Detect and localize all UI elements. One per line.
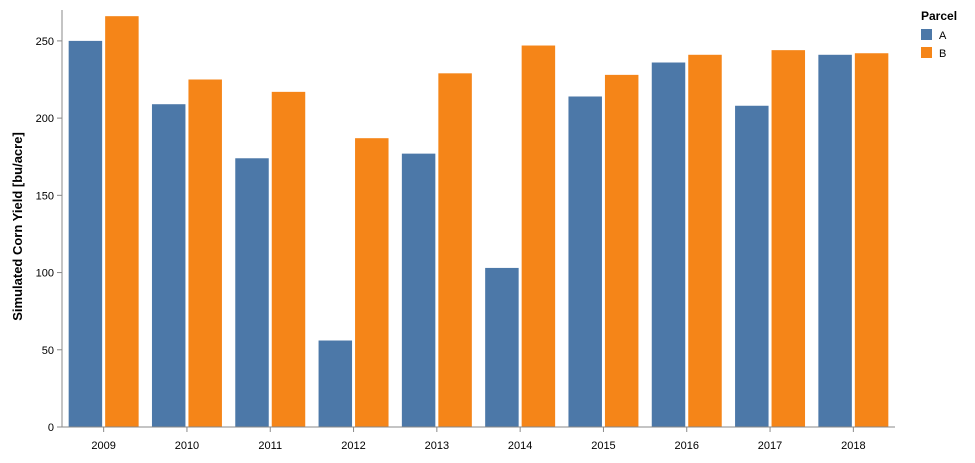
y-tick-label: 250: [36, 36, 54, 48]
plot-area: [68, 16, 889, 428]
x-tick-label: 2010: [175, 440, 199, 452]
bar-a-2009: [68, 40, 103, 428]
bar-a-2015: [568, 96, 602, 427]
bar-a-2014: [485, 267, 519, 427]
bar-a-2017: [735, 105, 769, 427]
x-tick-label: 2016: [675, 440, 699, 452]
x-axis: 2009 2010 2011 2012 2013 2014 2015 2016 2017 2018: [62, 426, 895, 452]
bar-b-2017: [771, 50, 806, 428]
y-tick-label: 0: [48, 422, 54, 434]
bar-b-2015: [604, 74, 639, 427]
x-tick-label: 2013: [425, 440, 449, 452]
x-tick-label: 2018: [841, 440, 865, 452]
legend: Parcel AB: [921, 9, 957, 60]
bar-a-2013: [401, 153, 436, 427]
x-tick-label: 2015: [591, 440, 615, 452]
bar-a-2010: [151, 104, 186, 427]
bar-a-2011: [235, 158, 269, 427]
bar-a-2016: [651, 62, 686, 428]
bar-b-2012: [355, 138, 389, 427]
x-tick-label: 2009: [91, 440, 115, 452]
legend-swatch-a: [921, 29, 932, 40]
bar-b-2014: [521, 45, 556, 428]
bar-b-2010: [188, 79, 222, 427]
y-tick-label: 50: [42, 345, 54, 357]
y-axis: 0 50 100 150 200 250: [36, 10, 63, 434]
x-tick-label: 2011: [258, 440, 282, 452]
x-tick-label: 2017: [758, 440, 782, 452]
legend-label-a: A: [939, 30, 947, 42]
legend-label-b: B: [939, 48, 946, 60]
bar-a-2018: [818, 54, 852, 428]
bar-b-2011: [271, 91, 306, 427]
bar-b-2013: [438, 73, 472, 428]
bar-b-2018: [854, 53, 889, 427]
bar-b-2009: [105, 16, 139, 428]
y-tick-label: 100: [36, 268, 54, 280]
x-tick-label: 2012: [341, 440, 365, 452]
legend-swatch-b: [921, 47, 932, 58]
x-tick-label: 2014: [508, 440, 532, 452]
y-tick-label: 150: [36, 190, 54, 202]
bar-a-2012: [318, 340, 353, 427]
legend-title: Parcel: [921, 9, 957, 23]
bar-b-2016: [688, 54, 722, 428]
y-tick-label: 200: [36, 113, 54, 125]
y-axis-title: Simulated Corn Yield [bu/acre]: [10, 132, 25, 321]
